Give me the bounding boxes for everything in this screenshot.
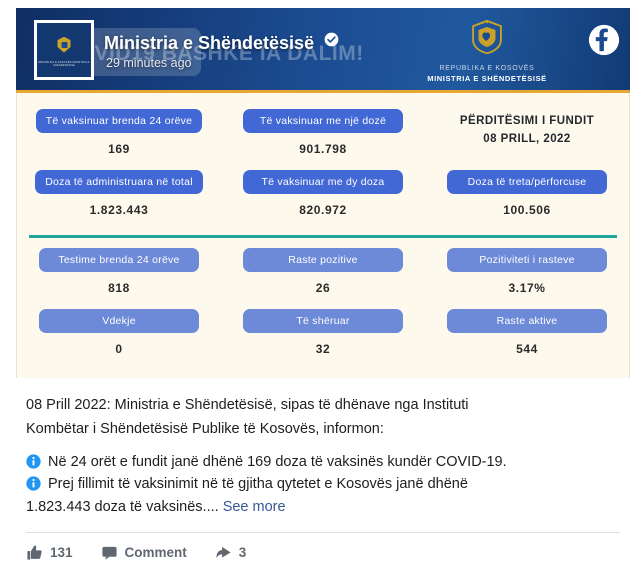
- stat-value: 32: [315, 342, 331, 356]
- bullet-2-tail-text: 1.823.443 doza të vaksinës....: [26, 498, 219, 515]
- stat-label: Vdekje: [39, 309, 199, 333]
- share-icon: [216, 547, 231, 559]
- stat-label: Të shëruar: [243, 309, 403, 333]
- stat-value: 169: [108, 142, 130, 156]
- stat-label: Raste pozitive: [243, 248, 403, 272]
- avatar[interactable]: REPUBLIKA E KOSOVËS MINISTRIA E SHËNDETË…: [34, 20, 94, 80]
- vaccination-stats-grid: Të vaksinuar brenda 24 orëve 169 Të vaks…: [17, 105, 629, 225]
- stat-value: 820.972: [299, 203, 347, 217]
- stat-value: 100.506: [503, 203, 551, 217]
- intro-line-2: Kombëtar i Shëndetësisë Publike të Kosov…: [26, 421, 384, 438]
- gold-divider: [16, 90, 630, 93]
- post-timestamp[interactable]: 29 minutes ago: [106, 56, 192, 70]
- government-branding: REPUBLIKA E KOSOVËS MINISTRIA E SHËNDETË…: [402, 19, 572, 83]
- stat-cell: Të vaksinuar me një dozë 901.798: [221, 105, 425, 164]
- stat-cell: Raste pozitive 26: [221, 244, 425, 303]
- stat-value: 26: [315, 281, 331, 295]
- stat-label: Raste aktive: [447, 309, 607, 333]
- like-count: 131: [50, 545, 73, 561]
- stat-value: 3.17%: [508, 281, 546, 295]
- stat-cell: Raste aktive 544: [425, 305, 629, 364]
- info-circle-icon: [26, 454, 41, 469]
- facebook-logo-icon: [588, 24, 620, 56]
- bullet-item: Prej fillimit të vaksinimit në të gjitha…: [26, 473, 620, 495]
- stat-label: Të vaksinuar me dy doza: [243, 170, 403, 194]
- engagement-bar: 131 Comment 3: [26, 532, 620, 561]
- gov-ministry-label: MINISTRIA E SHËNDETËSISË: [427, 74, 547, 83]
- post-text-body: 08 Prill 2022: Ministria e Shëndetësisë,…: [16, 378, 630, 524]
- see-more-link[interactable]: See more: [222, 498, 286, 515]
- comment-icon: [101, 547, 117, 560]
- bullet-1-text: Në 24 orët e fundit janë dhënë 169 doza …: [48, 453, 507, 470]
- last-update-title: PËRDITËSIMI I FUNDIT: [459, 115, 595, 127]
- info-circle-icon: [26, 476, 41, 492]
- thumbs-up-icon: [27, 545, 42, 560]
- gov-republic-label: REPUBLIKA E KOSOVËS: [439, 65, 535, 72]
- stat-value: 0: [115, 342, 123, 356]
- kosovo-coat-of-arms-icon: [57, 36, 71, 53]
- stat-cell: Pozitiviteti i rasteve 3.17%: [425, 244, 629, 303]
- post-cover-image: COVID19 BASHKË IA DALIM! REPUBLIKA E KOS…: [16, 8, 630, 90]
- verified-badge-icon: [324, 32, 339, 47]
- stat-label: Pozitiviteti i rasteve: [447, 248, 607, 272]
- stat-label: Doza të administruara në total: [35, 170, 203, 194]
- page-title[interactable]: Ministria e Shëndetësisë: [104, 32, 339, 54]
- stat-value: 818: [108, 281, 130, 295]
- comment-label: Comment: [124, 545, 187, 561]
- covid-stats-grid: Testime brenda 24 orëve 818 Raste poziti…: [17, 244, 629, 364]
- stat-label: Të vaksinuar me një dozë: [243, 109, 403, 133]
- bullet-2-text: Prej fillimit të vaksinimit në të gjitha…: [48, 476, 468, 493]
- stat-value: 1.823.443: [89, 203, 149, 217]
- share-button[interactable]: 3: [215, 544, 247, 561]
- stat-cell: Të vaksinuar me dy doza 820.972: [221, 166, 425, 225]
- last-update-block: PËRDITËSIMI I FUNDIT 08 PRILL, 2022: [425, 105, 629, 164]
- stat-value: 901.798: [299, 142, 347, 156]
- covid-statistics-panel: Të vaksinuar brenda 24 orëve 169 Të vaks…: [16, 93, 630, 378]
- bullet-2-continuation: 1.823.443 doza të vaksinës.... See more: [26, 496, 620, 518]
- bullet-item: Në 24 orët e fundit janë dhënë 169 doza …: [26, 451, 620, 473]
- last-update-date: 08 PRILL, 2022: [483, 133, 571, 145]
- like-button[interactable]: 131: [26, 544, 73, 561]
- stat-cell: Vdekje 0: [17, 305, 221, 364]
- stat-cell: Testime brenda 24 orëve 818: [17, 244, 221, 303]
- cover-watermark-text: COVID19 BASHKË IA DALIM!: [62, 42, 364, 65]
- stat-label: Doza të treta/përforcuse: [447, 170, 607, 194]
- avatar-caption-text: REPUBLIKA E KOSOVËS MINISTRIA E SHËNDETË…: [38, 60, 90, 68]
- stat-cell: Doza të treta/përforcuse 100.506: [425, 166, 629, 225]
- kosovo-emblem-large-icon: [402, 19, 572, 55]
- stat-cell: Doza të administruara në total 1.823.443: [17, 166, 221, 225]
- teal-divider: [29, 235, 617, 238]
- stat-label: Testime brenda 24 orëve: [39, 248, 199, 272]
- intro-line-1: 08 Prill 2022: Ministria e Shëndetësisë,…: [26, 397, 469, 413]
- stat-label: Të vaksinuar brenda 24 orëve: [35, 109, 203, 133]
- facebook-post-card: COVID19 BASHKË IA DALIM! REPUBLIKA E KOS…: [16, 8, 630, 561]
- stat-cell: Të shëruar 32: [221, 305, 425, 364]
- comment-button[interactable]: Comment: [101, 544, 187, 561]
- page-name-text: Ministria e Shëndetësisë: [104, 33, 315, 53]
- stat-cell: Të vaksinuar brenda 24 orëve 169: [17, 105, 221, 164]
- share-count: 3: [238, 545, 247, 561]
- stat-value: 544: [516, 342, 538, 356]
